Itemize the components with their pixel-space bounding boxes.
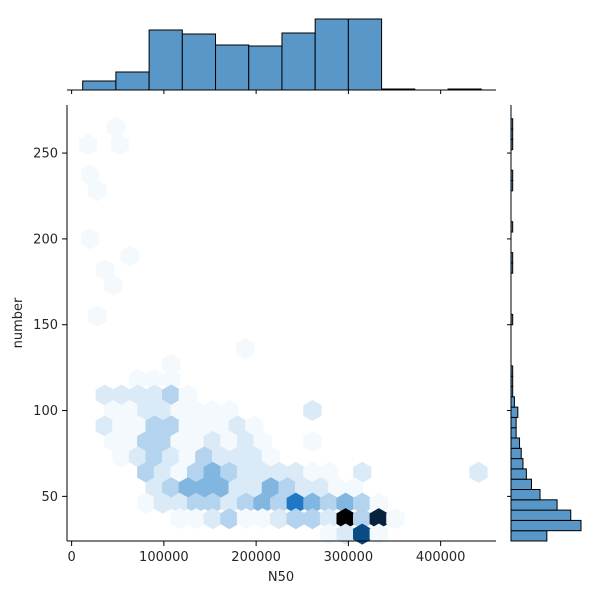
y-hist-bar: [510, 406, 519, 418]
hexbin-cell: [469, 461, 488, 483]
hexbin-cell: [80, 228, 100, 250]
y-tick-label: 250: [33, 147, 58, 162]
x-hist-bar: [82, 80, 117, 91]
x-axis-ticks: 0 100000 200000 300000 400000: [67, 90, 465, 565]
x-tick-label: 400000: [416, 550, 466, 565]
x-axis-label: N50: [268, 570, 294, 585]
y-hist-bar: [510, 458, 524, 470]
hexbin-cell: [369, 523, 389, 545]
hexbin-cell: [103, 274, 123, 296]
hexbin-cell: [386, 508, 405, 530]
x-hist-bar: [281, 32, 316, 91]
y-hist-bar: [510, 519, 582, 532]
hexbin-cell: [88, 180, 107, 202]
x-tick-label: 300000: [324, 550, 374, 565]
x-tick-label: 100000: [139, 550, 189, 565]
y-hist-bar: [510, 427, 517, 439]
y-hist-bar: [510, 447, 522, 460]
x-hist-bar: [347, 18, 383, 91]
y-hist-bar: [510, 478, 532, 491]
hexbin-cell: [235, 338, 255, 360]
hexbin-cell: [88, 305, 107, 327]
x-hist-bar: [314, 18, 349, 91]
y-axis-ticks: 50 100 150 200 250: [33, 147, 511, 505]
axes-spines: [66, 89, 512, 542]
y-tick-label: 200: [33, 232, 58, 247]
y-tick-label: 150: [33, 318, 58, 333]
x-hist-bar: [215, 44, 250, 91]
hexbin-cell: [303, 399, 322, 422]
y-hist-bar: [510, 396, 515, 408]
x-tick-label: 200000: [231, 550, 281, 565]
x-hist-bar: [181, 33, 217, 91]
hexbin-cell: [162, 353, 181, 375]
hexbin-cell: [120, 245, 139, 267]
hexbin-cell: [79, 133, 98, 156]
hexbin-cell: [110, 133, 129, 156]
y-hist-bar: [510, 437, 521, 449]
y-hist-bar: [510, 416, 517, 429]
x-hist-bar: [148, 29, 183, 91]
x-marginal-histogram: [82, 18, 482, 91]
y-hist-bar: [510, 530, 548, 542]
y-hist-bar: [510, 499, 558, 511]
y-axis-label: number: [11, 297, 26, 348]
hexbin-plot: [79, 116, 488, 545]
y-hist-bar: [510, 509, 572, 521]
x-hist-bar: [248, 45, 283, 91]
y-tick-label: 100: [33, 404, 58, 419]
y-hist-bar: [510, 489, 541, 501]
x-hist-bar: [115, 71, 150, 91]
y-hist-bar: [510, 468, 527, 480]
y-tick-label: 50: [41, 490, 58, 505]
x-tick-label: 0: [67, 550, 75, 565]
hexbin-cell: [303, 430, 322, 452]
